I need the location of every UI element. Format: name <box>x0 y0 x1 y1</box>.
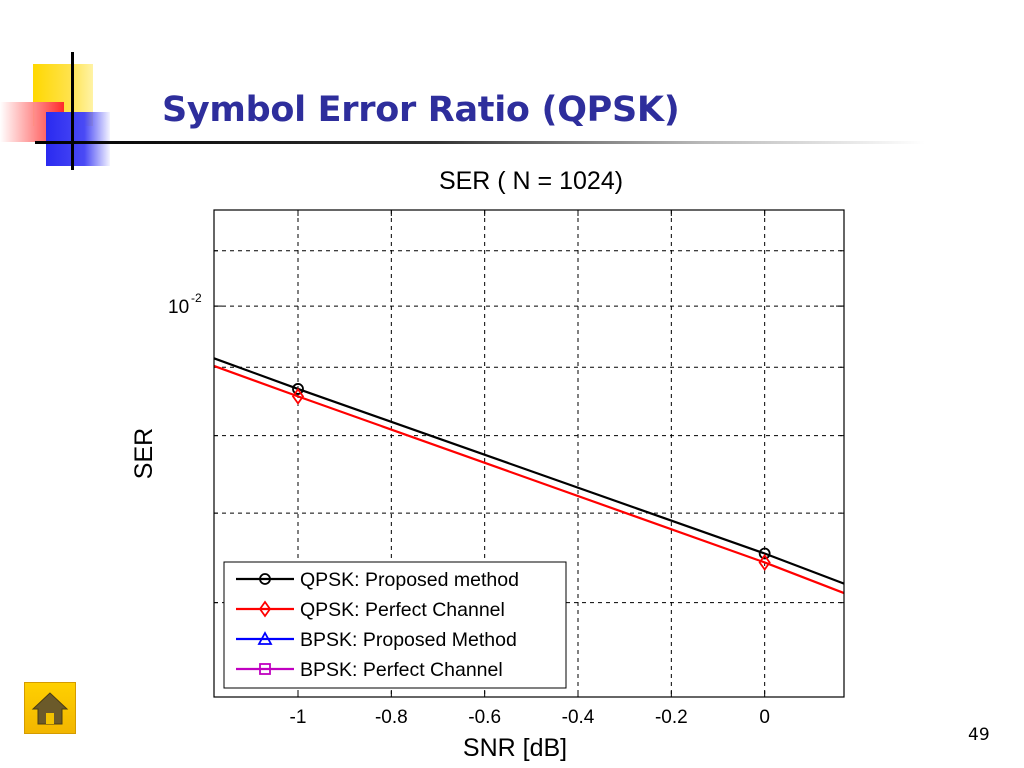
legend-label: BPSK: Perfect Channel <box>300 659 503 681</box>
title-underline <box>35 141 925 144</box>
chart-title: SER ( N = 1024) <box>439 167 623 195</box>
x-tick-label: 0 <box>759 707 770 728</box>
decorative-vertical-line <box>71 52 74 170</box>
legend-label: BPSK: Proposed Method <box>300 629 517 651</box>
legend-box <box>223 561 567 689</box>
x-tick-label: -1 <box>290 707 307 728</box>
data-point-marker <box>758 553 771 572</box>
data-point-marker <box>291 387 305 405</box>
legend-entry: BPSK: Perfect Channel <box>236 659 503 681</box>
legend-marker <box>259 573 271 585</box>
x-tick-label: -0.4 <box>562 707 595 728</box>
y-axis-label: SER <box>130 428 158 479</box>
y-tick-label: 10 <box>168 297 189 318</box>
series-line <box>213 357 845 585</box>
legend-entry: QPSK: Perfect Channel <box>236 599 505 621</box>
legend-marker <box>257 631 273 645</box>
series-line <box>213 364 845 595</box>
legend-entry: BPSK: Proposed Method <box>236 629 517 651</box>
x-tick-label: -0.2 <box>655 707 688 728</box>
legend-entry: QPSK: Proposed method <box>236 569 519 591</box>
y-tick-label-exponent: -2 <box>191 291 202 305</box>
slide-title: Symbol Error Ratio (QPSK) <box>162 90 680 130</box>
legend-marker <box>259 663 271 675</box>
legend-label: QPSK: Proposed method <box>300 569 519 591</box>
legend-marker <box>258 600 272 618</box>
x-tick-label: -0.6 <box>468 707 501 728</box>
page-number: 49 <box>968 725 990 745</box>
data-point-marker <box>292 383 304 395</box>
home-button[interactable] <box>24 682 76 734</box>
home-icon <box>31 692 69 725</box>
decorative-blue-block <box>46 112 110 166</box>
legend-label: QPSK: Perfect Channel <box>300 599 505 621</box>
data-point-marker <box>758 547 771 560</box>
x-axis-label: SNR [dB] <box>463 734 567 762</box>
x-tick-label: -0.8 <box>375 707 408 728</box>
plot-frame <box>213 209 845 698</box>
